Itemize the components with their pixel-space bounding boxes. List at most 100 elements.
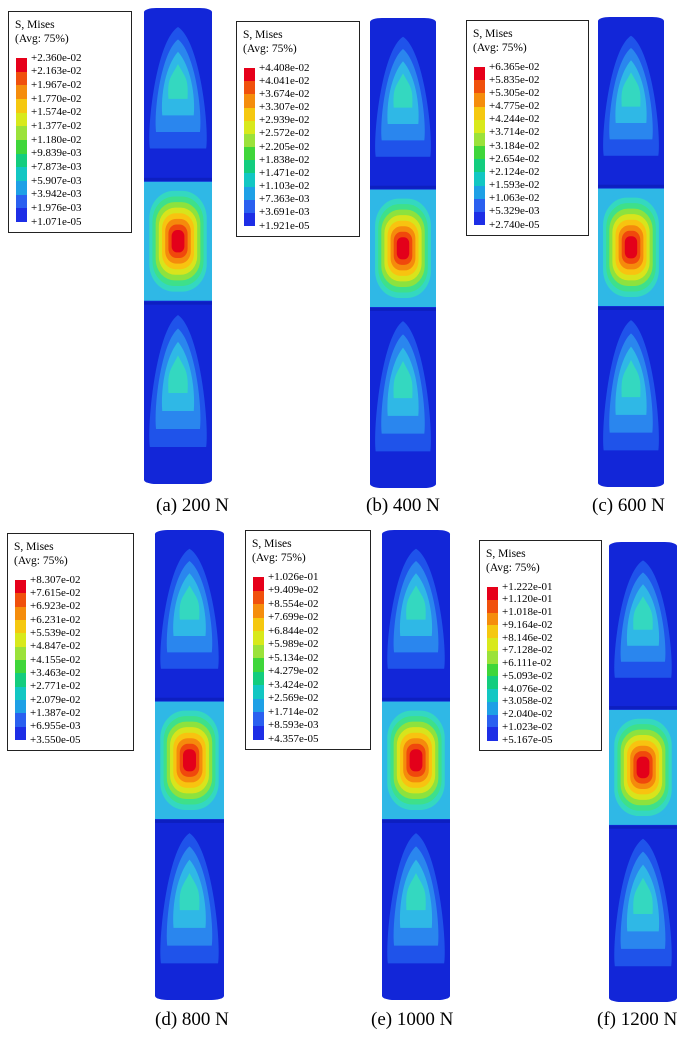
segment-joint bbox=[598, 184, 664, 188]
legend-value: +1.103e-02 bbox=[259, 180, 310, 192]
legend-swatch bbox=[474, 93, 485, 107]
segment-joint bbox=[144, 177, 212, 181]
legend-value: +2.771e-02 bbox=[30, 680, 81, 693]
legend-subtitle: (Avg: 75%) bbox=[243, 43, 297, 55]
legend-title: S, Mises bbox=[14, 541, 54, 553]
segment-joint bbox=[598, 306, 664, 310]
legend-box: S, Mises (Avg: 75%) +2.360e-02 +2.163e-02 +1… bbox=[8, 11, 132, 233]
contour-band bbox=[412, 754, 420, 766]
legend-value: +3.550e-05 bbox=[30, 733, 81, 746]
legend-swatch bbox=[15, 633, 26, 648]
panel-caption: (c) 600 N bbox=[592, 495, 665, 516]
contour-band bbox=[627, 241, 635, 253]
legend-title: S, Mises bbox=[243, 29, 283, 41]
stress-contour-rod bbox=[609, 542, 677, 1002]
legend-swatch bbox=[487, 727, 498, 741]
legend-swatch bbox=[244, 120, 255, 135]
legend-value: +1.063e-02 bbox=[489, 192, 540, 205]
legend-value: +4.847e-02 bbox=[30, 640, 81, 653]
stress-contour-rod bbox=[598, 17, 664, 487]
legend-value: +3.691e-03 bbox=[259, 206, 310, 219]
legend-swatch bbox=[16, 167, 27, 182]
legend-swatch bbox=[15, 620, 26, 634]
legend-swatch bbox=[16, 99, 27, 114]
legend-swatch bbox=[16, 85, 27, 100]
legend-value: +1.180e-02 bbox=[31, 133, 82, 146]
legend-subtitle: (Avg: 75%) bbox=[473, 42, 527, 54]
legend-swatch bbox=[253, 590, 264, 605]
contour-band bbox=[168, 64, 188, 99]
legend-value: +1.921e-05 bbox=[259, 219, 310, 232]
legend-title: S, Mises bbox=[15, 19, 55, 31]
legend-value: +5.835e-02 bbox=[489, 73, 540, 86]
legend-swatch bbox=[487, 676, 498, 690]
legend-value: +6.844e-02 bbox=[268, 624, 319, 637]
legend-swatch bbox=[15, 686, 26, 701]
legend-value: +3.714e-02 bbox=[489, 126, 540, 139]
legend-value: +2.569e-02 bbox=[268, 692, 319, 704]
legend-value: +2.079e-02 bbox=[30, 693, 81, 706]
legend-value: +4.408e-02 bbox=[259, 61, 310, 74]
legend-value: +2.040e-02 bbox=[502, 708, 553, 720]
legend-swatch bbox=[15, 660, 26, 674]
contour-band bbox=[406, 872, 426, 911]
panel-caption: (e) 1000 N bbox=[371, 1009, 454, 1030]
legend-swatch bbox=[16, 112, 27, 127]
legend-value: +8.593e-03 bbox=[268, 719, 319, 731]
legend-value: +1.838e-02 bbox=[259, 153, 310, 166]
legend-value: +1.976e-03 bbox=[31, 201, 82, 214]
legend-value: +4.357e-05 bbox=[268, 732, 319, 745]
segment-joint bbox=[382, 819, 450, 823]
legend-value: +1.387e-02 bbox=[30, 706, 81, 719]
legend-value: +1.026e-01 bbox=[268, 570, 319, 583]
legend-box: S, Mises (Avg: 75%) +1.026e-01 +9.409e-02 +8… bbox=[245, 530, 371, 750]
legend-value: +8.554e-02 bbox=[268, 597, 319, 610]
stress-contour-rod bbox=[382, 530, 450, 1000]
legend-value: +7.363e-03 bbox=[259, 193, 310, 206]
legend-swatch bbox=[15, 700, 26, 714]
legend-swatch bbox=[244, 212, 255, 227]
legend-value: +2.124e-02 bbox=[489, 165, 540, 178]
legend-swatch bbox=[487, 587, 498, 601]
legend-subtitle: (Avg: 75%) bbox=[252, 552, 306, 564]
legend-value: +5.989e-02 bbox=[268, 638, 319, 650]
contour-band bbox=[174, 235, 182, 247]
legend-swatch bbox=[253, 577, 264, 591]
legend-title: S, Mises bbox=[252, 538, 292, 550]
legend-swatch bbox=[244, 147, 255, 161]
legend-swatch bbox=[474, 146, 485, 160]
legend-swatch bbox=[253, 604, 264, 618]
panel-caption: (f) 1200 N bbox=[597, 1009, 678, 1030]
legend-swatch bbox=[487, 612, 498, 626]
legend-value: +1.377e-02 bbox=[31, 119, 82, 132]
legend-swatch bbox=[474, 211, 485, 226]
legend-swatch bbox=[15, 580, 26, 594]
legend-swatch bbox=[16, 71, 27, 86]
legend-swatch bbox=[474, 106, 485, 121]
contour-band bbox=[406, 585, 426, 620]
legend-value: +2.572e-02 bbox=[259, 127, 310, 140]
legend-value: +5.134e-02 bbox=[268, 651, 319, 664]
legend-swatch bbox=[487, 663, 498, 677]
segment-joint bbox=[609, 706, 677, 710]
legend-value: +7.873e-03 bbox=[31, 160, 82, 173]
legend-value: +8.146e-02 bbox=[502, 631, 553, 644]
legend-value: +9.409e-02 bbox=[268, 584, 319, 596]
panel-caption: (a) 200 N bbox=[156, 495, 229, 516]
legend-swatch bbox=[16, 140, 27, 155]
legend-swatch bbox=[474, 132, 485, 147]
legend-swatch bbox=[244, 199, 255, 214]
legend-swatch bbox=[253, 712, 264, 726]
legend-value: +1.770e-02 bbox=[31, 92, 82, 105]
legend-value: +2.163e-02 bbox=[31, 65, 82, 78]
legend-value: +3.424e-02 bbox=[268, 678, 319, 691]
legend-swatch bbox=[474, 172, 485, 186]
legend-value: +1.714e-02 bbox=[268, 705, 319, 718]
stress-contour-rod bbox=[155, 530, 224, 1000]
legend-swatch bbox=[487, 599, 498, 613]
legend-value: +6.955e-03 bbox=[30, 720, 81, 733]
legend-value: +7.699e-02 bbox=[268, 611, 319, 623]
segment-joint bbox=[155, 819, 224, 823]
contour-band bbox=[621, 359, 641, 398]
legend-title: S, Mises bbox=[486, 548, 526, 560]
